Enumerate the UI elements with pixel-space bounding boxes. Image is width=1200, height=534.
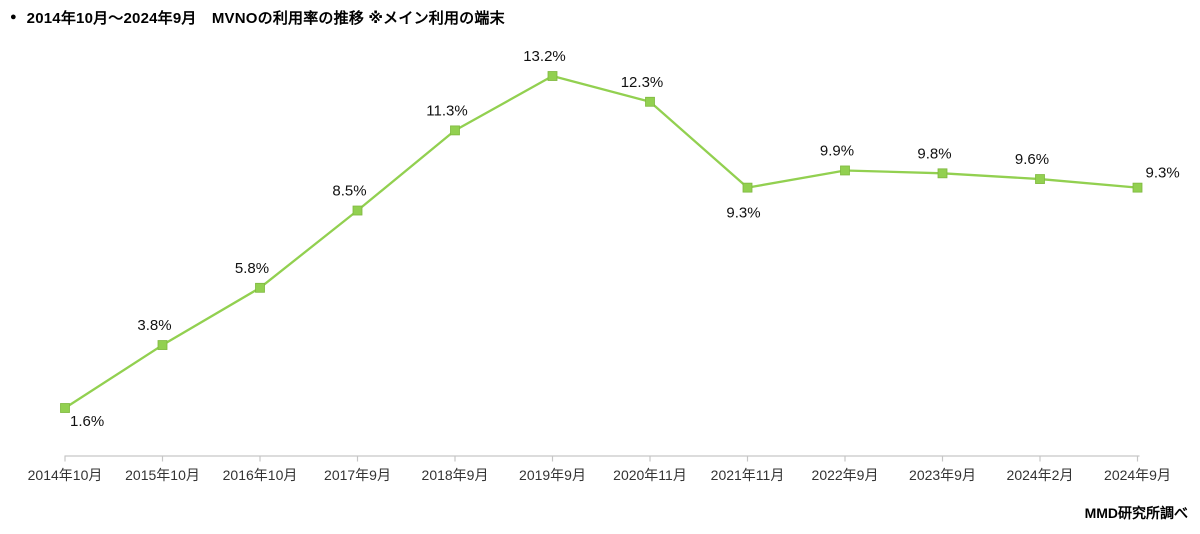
data-label: 1.6%: [70, 413, 104, 430]
data-label: 11.3%: [426, 102, 467, 119]
data-label: 5.8%: [235, 260, 269, 277]
data-point-marker: [937, 168, 948, 179]
x-axis-label: 2016年10月: [223, 467, 298, 483]
data-label: 12.3%: [621, 74, 664, 91]
x-axis-label: 2024年2月: [1007, 467, 1074, 483]
data-label: 13.2%: [523, 48, 566, 65]
chart-title-row: ● 2014年10月～2024年9月 MVNOの利用率の推移 ※メイン利用の端末: [10, 7, 505, 28]
data-label: 9.6%: [1015, 151, 1049, 168]
x-axis-label: 2019年9月: [519, 467, 586, 483]
data-point-marker: [352, 205, 363, 216]
x-axis-label: 2022年9月: [812, 467, 879, 483]
data-point-marker: [157, 340, 168, 350]
source-note: MMD研究所調べ: [1084, 505, 1188, 521]
data-label: 8.5%: [332, 183, 366, 200]
x-axis-label: 2015年10月: [125, 467, 200, 483]
data-point-marker: [1035, 174, 1045, 184]
bullet-icon: ●: [10, 11, 17, 23]
data-point-marker: [60, 403, 70, 413]
trend-line: [63, 74, 1139, 410]
data-point-marker: [547, 71, 558, 81]
data-label: 3.8%: [137, 317, 171, 334]
data-point-marker: [255, 282, 265, 293]
page-title: 2014年10月～2024年9月 MVNOの利用率の推移 ※メイン利用の端末: [26, 10, 505, 27]
x-axis-label: 2023年9月: [909, 467, 976, 483]
x-axis-label: 2017年9月: [324, 467, 391, 483]
data-point-marker: [645, 96, 655, 107]
x-axis-label: 2014年10月: [28, 467, 103, 483]
data-label: 9.3%: [726, 205, 760, 222]
data-label: 9.3%: [1146, 165, 1180, 182]
data-point-marker: [1132, 182, 1143, 193]
data-point-marker: [742, 182, 753, 193]
x-axis-label: 2020年11月: [613, 467, 687, 483]
x-axis-label: 2024年9月: [1104, 467, 1171, 483]
data-label: 9.9%: [820, 142, 854, 159]
data-point-marker: [840, 165, 850, 176]
x-axis-label: 2018年9月: [422, 467, 489, 483]
data-point-marker: [450, 125, 460, 136]
data-label: 9.8%: [917, 145, 951, 162]
x-axis-label: 2021年11月: [711, 467, 785, 483]
